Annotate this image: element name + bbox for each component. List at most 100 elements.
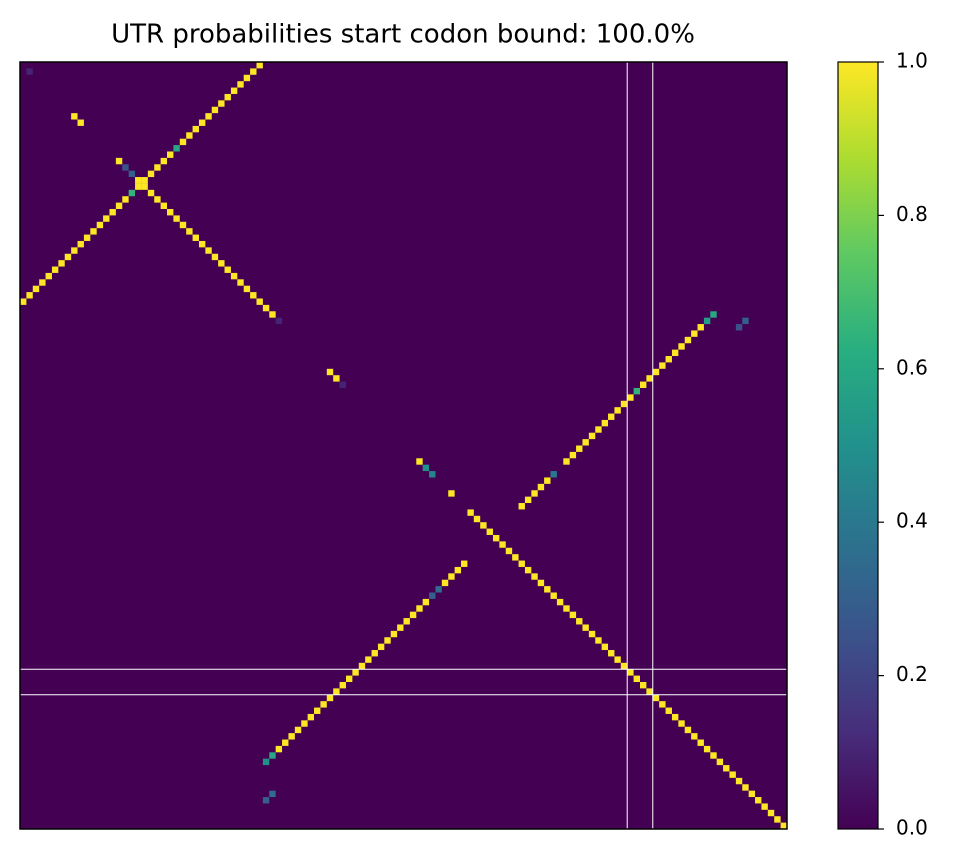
heatmap-cell bbox=[595, 426, 602, 433]
heatmap-cell bbox=[256, 62, 263, 69]
heatmap-cell bbox=[397, 624, 404, 631]
heatmap-cell bbox=[429, 592, 436, 599]
heatmap-cell bbox=[486, 528, 493, 535]
heatmap-cell bbox=[26, 292, 33, 299]
heatmap-cell bbox=[448, 573, 455, 580]
heatmap-cell bbox=[160, 157, 168, 165]
heatmap-cell bbox=[262, 758, 270, 766]
heatmap-cell bbox=[748, 790, 756, 798]
heatmap-cell bbox=[544, 477, 551, 484]
heatmap-cell bbox=[678, 343, 685, 350]
colorbar-tick-label: 0.2 bbox=[896, 662, 928, 686]
heatmap-cell bbox=[684, 336, 692, 344]
heatmap-cell bbox=[64, 253, 72, 261]
heatmap-cell bbox=[128, 189, 136, 197]
heatmap-cell bbox=[576, 445, 583, 452]
heatmap-cell bbox=[665, 707, 672, 714]
heatmap-cell bbox=[697, 324, 704, 331]
heatmap-cell bbox=[755, 797, 762, 804]
heatmap-cell bbox=[358, 662, 366, 670]
heatmap-cell bbox=[224, 93, 231, 101]
heatmap-cell bbox=[576, 618, 583, 625]
heatmap-cell bbox=[333, 688, 340, 695]
heatmap-cell bbox=[77, 119, 84, 126]
heatmap-cell bbox=[365, 656, 372, 663]
heatmap-cell bbox=[307, 713, 315, 721]
heatmap-cell bbox=[45, 272, 52, 280]
heatmap-cell bbox=[659, 701, 666, 708]
colorbar-tick-label: 1.0 bbox=[896, 49, 928, 73]
heatmap-cell bbox=[96, 221, 104, 229]
heatmap-cell bbox=[582, 624, 589, 631]
heatmap-cell bbox=[633, 387, 640, 395]
heatmap-cell bbox=[735, 324, 743, 331]
heatmap-cell bbox=[735, 777, 743, 785]
heatmap-cell bbox=[550, 471, 557, 478]
heatmap-cell bbox=[518, 560, 525, 567]
heatmap-cell bbox=[639, 681, 647, 689]
heatmap-cell bbox=[467, 509, 474, 516]
heatmap-cell bbox=[563, 458, 570, 465]
heatmap-cell bbox=[288, 733, 295, 740]
heatmap-cell bbox=[384, 637, 391, 644]
heatmap-cell bbox=[186, 228, 193, 235]
chart-title: UTR probabilities start codon bound: 100… bbox=[111, 20, 695, 50]
heatmap-cell bbox=[595, 637, 602, 644]
colorbar-tick-label: 0.4 bbox=[896, 509, 928, 533]
heatmap-cell bbox=[614, 656, 621, 663]
heatmap-cell bbox=[205, 247, 212, 254]
heatmap-cell bbox=[454, 566, 462, 574]
heatmap-cell bbox=[556, 598, 564, 606]
heatmap-cell bbox=[678, 720, 685, 727]
heatmap-cell bbox=[275, 745, 283, 753]
heatmap-cell bbox=[639, 381, 647, 388]
heatmap-cell bbox=[154, 164, 161, 171]
heatmap-cell bbox=[531, 573, 538, 580]
heatmap-cell bbox=[761, 803, 768, 810]
heatmap-cell bbox=[77, 240, 84, 248]
heatmap-cell bbox=[122, 164, 129, 171]
heatmap-cell bbox=[198, 240, 206, 248]
heatmap-cell bbox=[135, 177, 142, 184]
heatmap-cell bbox=[429, 471, 436, 478]
heatmap-cell bbox=[218, 260, 225, 267]
heatmap-cell bbox=[390, 630, 398, 638]
heatmap-cell bbox=[492, 534, 500, 542]
heatmap-cell bbox=[269, 790, 276, 798]
heatmap-cell bbox=[627, 394, 634, 401]
heatmap-cell bbox=[173, 215, 180, 222]
heatmap-cell bbox=[691, 330, 698, 337]
heatmap-cell bbox=[154, 196, 161, 203]
heatmap-cell bbox=[192, 125, 199, 133]
heatmap-cell bbox=[237, 81, 244, 88]
heatmap-cell bbox=[435, 586, 442, 593]
heatmap-cell bbox=[716, 758, 724, 766]
heatmap-cell bbox=[179, 221, 187, 229]
heatmap-cell bbox=[167, 151, 174, 158]
heatmap-cell bbox=[282, 739, 289, 746]
heatmap-cell bbox=[250, 68, 257, 75]
heatmap-cell bbox=[211, 106, 219, 114]
heatmap-cell bbox=[652, 368, 660, 376]
heatmap-cell bbox=[691, 733, 698, 740]
heatmap-cell bbox=[659, 362, 666, 369]
heatmap-cell bbox=[262, 304, 270, 312]
heatmap-cell bbox=[26, 68, 33, 75]
heatmap-cell bbox=[320, 701, 327, 708]
heatmap-cell bbox=[684, 726, 692, 734]
heatmap-cell bbox=[537, 579, 545, 587]
heatmap-cell bbox=[32, 285, 40, 293]
heatmap-cell bbox=[524, 566, 532, 574]
heatmap-cell bbox=[512, 554, 519, 561]
heatmap-cell bbox=[767, 809, 775, 817]
heatmap-cell bbox=[205, 113, 212, 120]
heatmap-cell bbox=[480, 522, 487, 529]
heatmap-cell bbox=[230, 87, 238, 94]
heatmap-cell bbox=[83, 234, 91, 241]
heatmap-cell bbox=[780, 822, 787, 829]
heatmap-cell bbox=[218, 100, 225, 107]
heatmap-cell bbox=[646, 688, 653, 695]
plot-frame bbox=[19, 61, 788, 830]
heatmap-cell bbox=[294, 726, 302, 734]
